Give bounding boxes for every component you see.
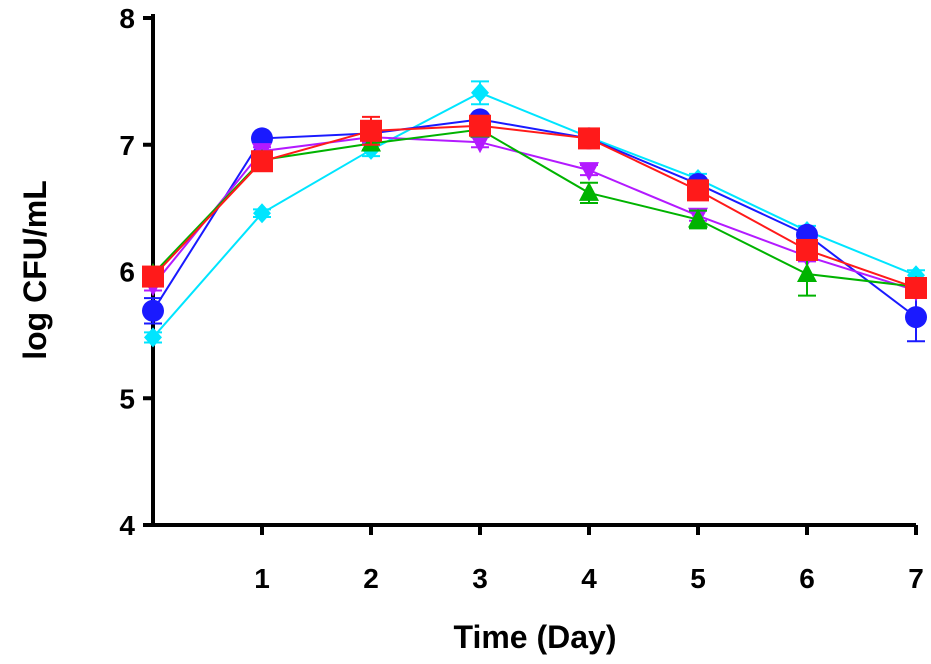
data-point bbox=[360, 119, 382, 142]
series-line bbox=[152, 124, 917, 289]
data-point bbox=[253, 203, 271, 224]
y-tick-label: 6 bbox=[119, 257, 135, 288]
data-point bbox=[579, 162, 599, 182]
data-point bbox=[471, 82, 489, 103]
data-point bbox=[905, 276, 927, 299]
x-tick-label: 3 bbox=[472, 563, 488, 594]
y-axis-title: log CFU/mL bbox=[17, 180, 53, 360]
data-point bbox=[687, 179, 709, 202]
x-tick-label: 1 bbox=[254, 563, 270, 594]
data-point bbox=[688, 208, 708, 228]
data-point bbox=[578, 127, 600, 150]
series-line bbox=[152, 128, 917, 288]
data-point bbox=[797, 263, 817, 283]
series-diamond bbox=[144, 80, 925, 348]
y-tick-label: 8 bbox=[119, 3, 135, 34]
data-point bbox=[796, 238, 818, 261]
x-tick-label: 5 bbox=[690, 563, 706, 594]
data-point bbox=[251, 150, 273, 173]
x-tick-label: 2 bbox=[363, 563, 379, 594]
data-point bbox=[144, 327, 162, 348]
ticks: 4 5 6 7 8 1 2 3 4 5 6 7 bbox=[119, 3, 923, 594]
y-tick-label: 5 bbox=[119, 383, 135, 414]
data-point bbox=[905, 306, 927, 329]
series-layer bbox=[142, 80, 927, 348]
x-tick-label: 6 bbox=[799, 563, 815, 594]
y-tick-label: 7 bbox=[119, 130, 135, 161]
series-line bbox=[152, 136, 917, 292]
data-point bbox=[142, 299, 164, 322]
data-point bbox=[579, 181, 599, 201]
series-line bbox=[152, 118, 917, 318]
y-tick-label: 4 bbox=[119, 510, 135, 541]
data-point bbox=[469, 114, 491, 137]
series-line bbox=[152, 91, 917, 339]
x-tick-label: 7 bbox=[908, 563, 924, 594]
x-axis-title: Time (Day) bbox=[453, 619, 616, 655]
data-point bbox=[470, 134, 490, 154]
data-point bbox=[142, 265, 164, 288]
x-tick-label: 4 bbox=[581, 563, 597, 594]
series-square bbox=[142, 114, 927, 299]
